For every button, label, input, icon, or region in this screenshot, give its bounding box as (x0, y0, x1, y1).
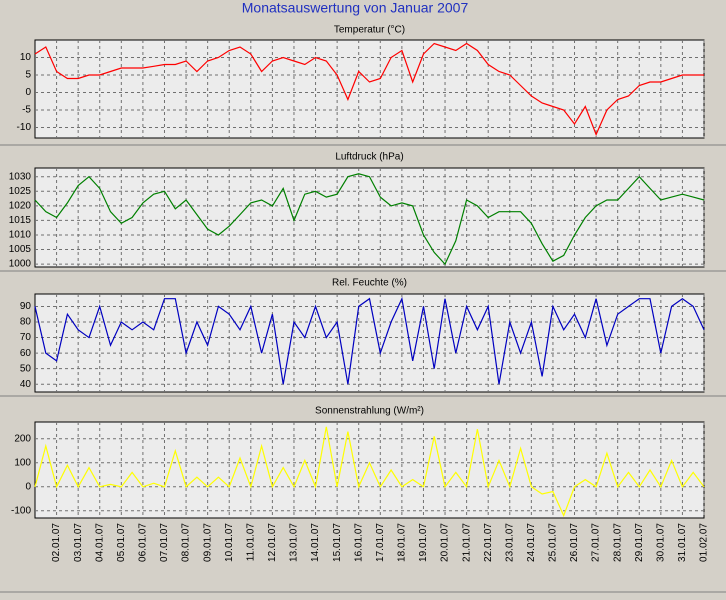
data-line (34, 426, 705, 518)
x-tick-label: 01.02.07 (699, 523, 710, 562)
x-tick-label: 18.01.07 (397, 523, 408, 562)
y-tick-label: 40 (20, 379, 32, 390)
x-tick-label: 17.01.07 (375, 523, 386, 562)
x-tick-label: 06.01.07 (138, 523, 149, 562)
y-tick-label: 1005 (9, 244, 32, 255)
x-tick-label: 09.01.07 (202, 523, 213, 562)
x-tick-label: 27.01.07 (591, 523, 602, 562)
plot-area (34, 293, 705, 393)
y-tick-label: 1020 (9, 200, 32, 211)
x-tick-label: 03.01.07 (73, 523, 84, 562)
x-tick-label: 20.01.07 (440, 523, 451, 562)
x-tick-label: 08.01.07 (181, 523, 192, 562)
x-tick-label: 11.01.07 (245, 523, 256, 562)
data-line (34, 173, 705, 266)
y-tick-label: 50 (20, 363, 32, 374)
data-line (34, 296, 705, 385)
x-tick-label: 04.01.07 (94, 523, 105, 562)
plot-area (34, 167, 705, 268)
x-tick-label: 02.01.07 (51, 523, 62, 562)
y-tick-label: 1010 (9, 230, 32, 241)
y-tick-label: 1025 (9, 186, 32, 197)
y-tick-label: 60 (20, 348, 32, 359)
y-tick-label: 90 (20, 301, 32, 312)
x-tick-label: 15.01.07 (332, 523, 343, 562)
plot-area (34, 39, 705, 139)
y-tick-label: 10 (20, 52, 32, 63)
x-tick-label: 05.01.07 (116, 523, 127, 562)
y-tick-label: 0 (25, 87, 31, 98)
x-tick-label: 29.01.07 (634, 523, 645, 562)
y-tick-label: 200 (14, 433, 31, 444)
x-tick-label: 19.01.07 (418, 523, 429, 562)
x-tick-label: 30.01.07 (655, 523, 666, 562)
y-tick-label: 0 (25, 481, 31, 492)
x-tick-label: 14.01.07 (310, 523, 321, 562)
y-tick-label: 70 (20, 332, 32, 343)
x-tick-label: 13.01.07 (289, 523, 300, 562)
data-line (34, 42, 704, 137)
plot-area (34, 421, 705, 519)
x-tick-label: 16.01.07 (353, 523, 364, 562)
y-tick-label: 100 (14, 457, 31, 468)
x-tick-label: 12.01.07 (267, 523, 278, 562)
y-tick-label: -100 (11, 505, 31, 516)
y-tick-label: -5 (22, 105, 31, 116)
panel-title: Sonnenstrahlung (W/m²) (315, 406, 424, 417)
y-tick-label: 1015 (9, 215, 32, 226)
x-tick-label: 07.01.07 (159, 523, 170, 562)
x-tick-label: 24.01.07 (526, 523, 537, 562)
y-tick-label: 1000 (9, 259, 32, 270)
panel-title: Luftdruck (hPa) (335, 152, 403, 163)
page-title: Monatsauswertung von Januar 2007 (242, 0, 469, 16)
y-tick-label: -10 (17, 122, 32, 133)
x-tick-label: 10.01.07 (224, 523, 235, 562)
x-tick-label: 22.01.07 (483, 523, 494, 562)
x-tick-label: 21.01.07 (461, 523, 472, 562)
panel-title: Temperatur (°C) (334, 25, 405, 36)
panel-title: Rel. Feuchte (%) (332, 278, 407, 289)
y-tick-label: 80 (20, 317, 32, 328)
y-tick-label: 5 (25, 70, 31, 81)
x-tick-label: 26.01.07 (569, 523, 580, 562)
x-tick-label: 31.01.07 (677, 523, 688, 562)
y-tick-label: 1030 (9, 171, 32, 182)
x-tick-label: 25.01.07 (548, 523, 559, 562)
x-tick-label: 28.01.07 (612, 523, 623, 562)
x-tick-label: 23.01.07 (504, 523, 515, 562)
